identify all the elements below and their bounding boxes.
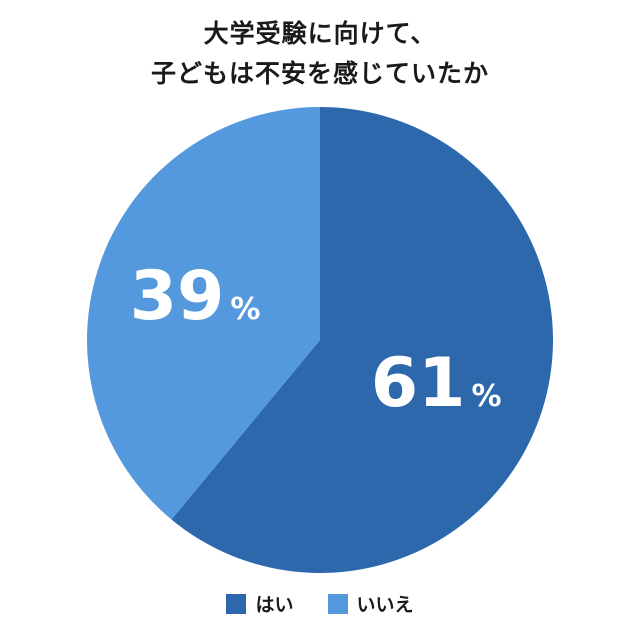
pie-label-no: 39% (130, 257, 261, 336)
pie-slice-no (86, 107, 320, 520)
legend-swatch-no (327, 593, 348, 614)
pie-label-unit-no: % (230, 292, 260, 327)
pie-labels: 61 %39% (130, 257, 502, 423)
legend-label-yes: はい (255, 594, 294, 616)
pie-label-unit-yes: % (471, 379, 501, 414)
legend-label-no: いいえ (356, 594, 414, 616)
legend-swatch-yes (226, 593, 247, 614)
legend-item-yes: はい (226, 590, 294, 617)
pie-slices (86, 107, 553, 573)
chart-title-line-1: 大学受験に向けて、 (203, 19, 437, 48)
pie-label-yes: 61% (371, 344, 502, 423)
pie-label-value-yes: 61 (371, 344, 466, 423)
legend: はい いいえ (0, 590, 640, 617)
chart-title: 大学受験に向けて、 子どもは不安を感じていたか (0, 14, 640, 94)
chart-title-line-2: 子どもは不安を感じていたか (150, 59, 489, 88)
pie-slice-yes (171, 107, 553, 573)
pie-label-value-no: 39 (130, 257, 225, 336)
legend-item-no: いいえ (327, 590, 414, 617)
